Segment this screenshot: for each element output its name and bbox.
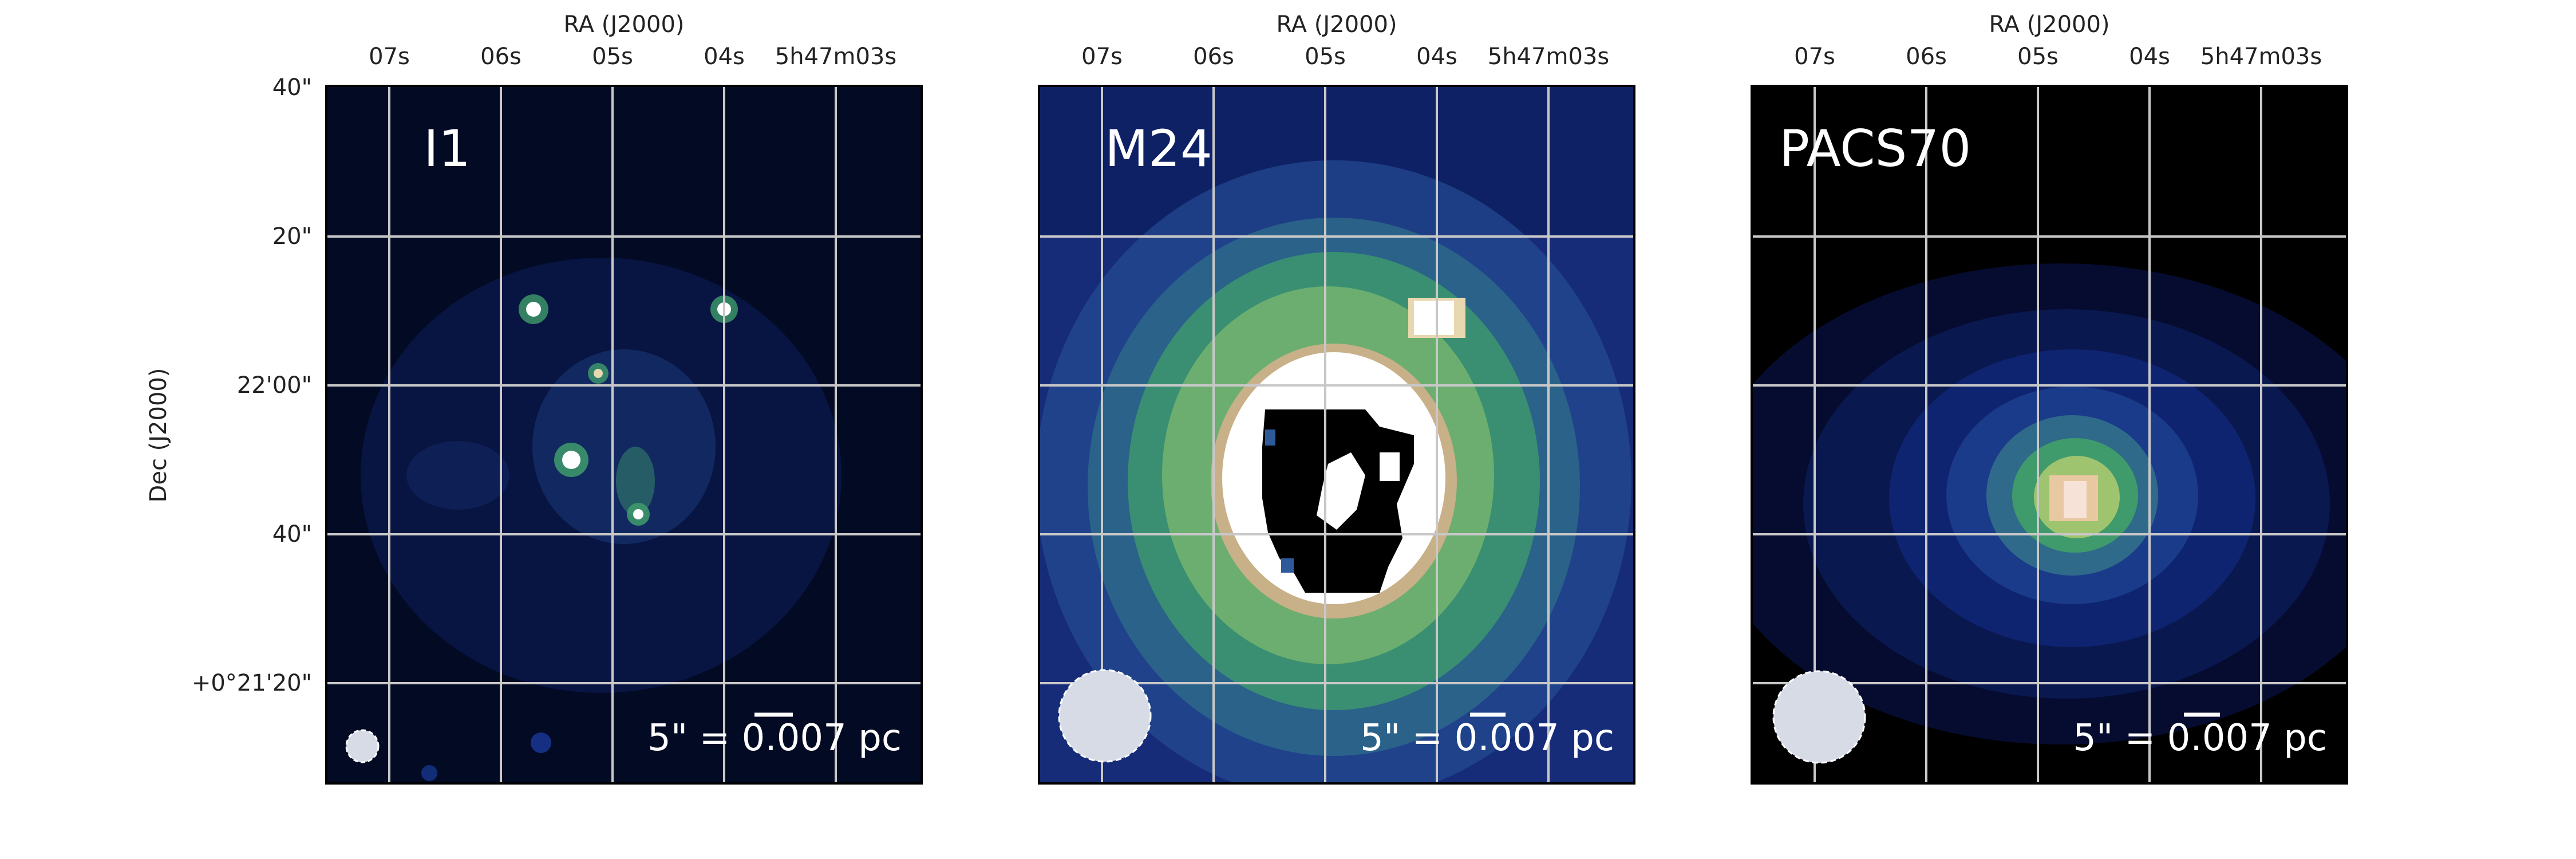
ra-axis-label: RA (J2000): [1276, 11, 1397, 38]
beam-ellipse: [1772, 670, 1866, 764]
ra-tick-label: 04s: [1416, 44, 1457, 70]
ra-tick-labels: 07s 06s 05s 04s 5h47m03s: [369, 44, 896, 70]
panel-frame: [1751, 85, 2348, 785]
ra-axis-label: RA (J2000): [563, 11, 684, 38]
ra-tick-labels: 07s 06s 05s 04s 5h47m03s: [1081, 44, 1609, 70]
panel-image: 5" = 0.007 pc I1: [326, 86, 922, 783]
dec-tick-label: 20": [272, 223, 312, 250]
scale-bar-label: 5" = 0.007 pc: [647, 717, 902, 759]
dec-tick-label: 22'00": [237, 372, 312, 399]
dec-tick-label: 40": [272, 74, 312, 101]
panel-pacs70: RA (J2000) 07s 06s 05s 04s 5h47m03s: [1751, 11, 2348, 785]
ra-axis-label: RA (J2000): [1989, 11, 2109, 38]
point-source: [421, 732, 551, 781]
panel-image: 5" = 0.007 pc M24: [1039, 86, 1634, 783]
point-source: [519, 294, 548, 324]
dec-tick-labels: 40" 20" 22'00" 40" +0°21'20": [192, 74, 312, 696]
point-source: [554, 443, 588, 477]
saturated-core: [1262, 409, 1414, 593]
ra-tick-label: 5h47m03s: [1488, 44, 1609, 70]
panel-label: I1: [424, 119, 471, 178]
ra-tick-label: 06s: [1906, 44, 1947, 70]
panel-label: PACS70: [1779, 119, 1971, 178]
ra-tick-label: 06s: [480, 44, 521, 70]
scale-bar-label: 5" = 0.007 pc: [2073, 717, 2327, 759]
ra-tick-label: 05s: [2017, 44, 2059, 70]
panel-frame: [325, 85, 923, 785]
ra-tick-label: 05s: [1305, 44, 1346, 70]
ra-tick-label: 04s: [704, 44, 745, 70]
ra-tick-label: 07s: [1794, 44, 1835, 70]
panel-m24: RA (J2000) 07s 06s 05s 04s 5h47m03s: [1038, 11, 1635, 785]
coordinate-grid: [1752, 86, 2347, 783]
beam-ellipse: [345, 729, 380, 763]
panel-frame: [1038, 85, 1635, 785]
ra-tick-label: 04s: [2129, 44, 2170, 70]
point-source: [588, 363, 609, 384]
ra-tick-label: 5h47m03s: [2200, 44, 2322, 70]
panel-image: 5" = 0.007 pc PACS70: [1752, 86, 2347, 783]
ra-tick-label: 07s: [369, 44, 410, 70]
ra-tick-label: 05s: [592, 44, 633, 70]
coordinate-grid: [326, 86, 922, 783]
coordinate-grid: [1039, 86, 1634, 783]
ra-tick-label: 07s: [1081, 44, 1123, 70]
beam-ellipse: [1058, 669, 1152, 763]
ra-tick-label: 06s: [1193, 44, 1234, 70]
point-source: [616, 447, 655, 526]
ra-tick-label: 5h47m03s: [775, 44, 896, 70]
scale-bar-label: 5" = 0.007 pc: [1360, 717, 1614, 759]
panel-i1: RA (J2000) 07s 06s 05s 04s 5h47m03s: [325, 11, 923, 785]
dec-tick-label: +0°21'20": [192, 670, 312, 696]
dec-tick-label: 40": [272, 521, 312, 547]
dec-axis-label: Dec (J2000): [145, 368, 172, 503]
panel-label: M24: [1105, 119, 1212, 178]
ra-tick-labels: 07s 06s 05s 04s 5h47m03s: [1794, 44, 2322, 70]
